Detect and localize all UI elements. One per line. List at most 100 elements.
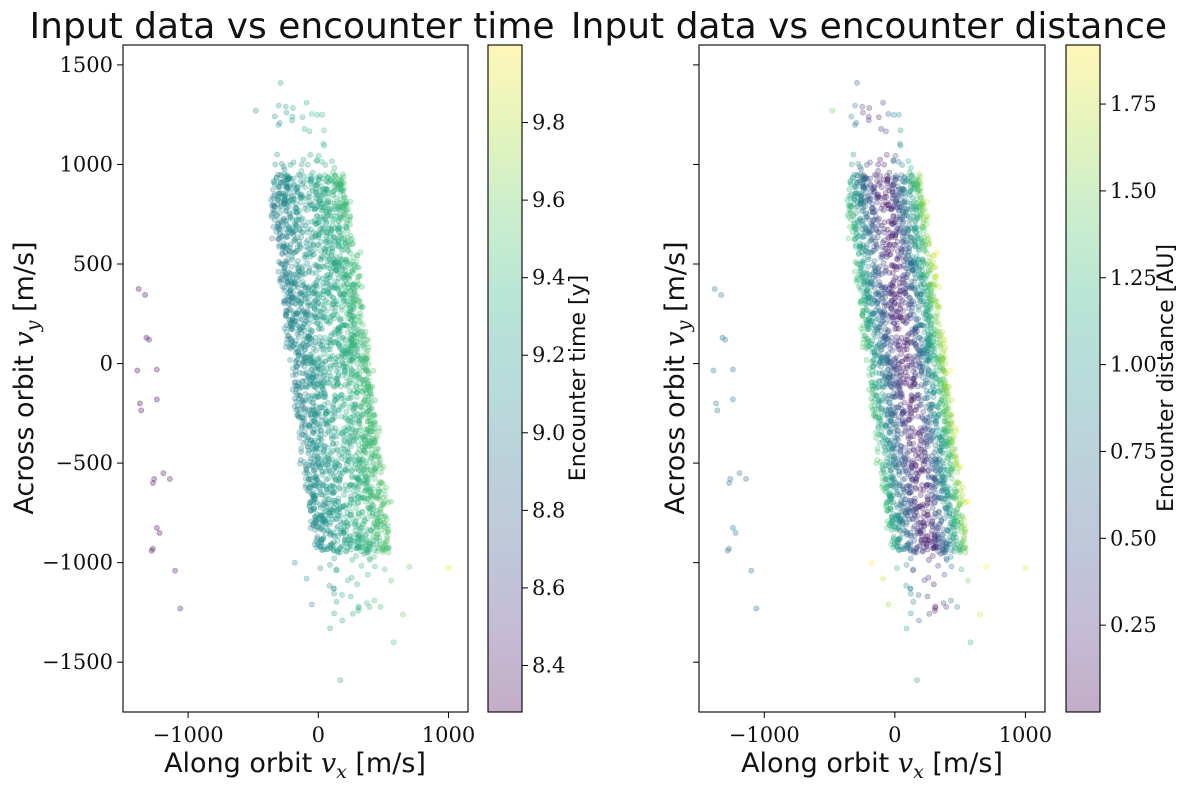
scatter-point (906, 207, 911, 212)
chart-title: Input data vs encounter distance (571, 6, 1167, 47)
scatter-point (926, 515, 931, 520)
scatter-point (903, 300, 908, 305)
scatter-point (862, 333, 867, 338)
scatter-point (349, 395, 354, 400)
scatter-point (282, 172, 287, 177)
scatter-point (334, 516, 339, 521)
scatter-point (299, 424, 304, 429)
scatter-point (339, 316, 344, 321)
scatter-point (934, 526, 939, 531)
scatter-point (348, 444, 353, 449)
scatter-point (354, 476, 359, 481)
outlier-point (150, 480, 155, 485)
scatter-point (912, 279, 917, 284)
scatter-point (931, 546, 936, 551)
scatter-point (851, 152, 856, 157)
scatter-point (315, 457, 320, 462)
outlier-point (137, 401, 142, 406)
scatter-point (866, 264, 871, 269)
scatter-point (358, 427, 363, 432)
scatter-point (894, 566, 899, 571)
scatter-point (940, 388, 945, 393)
scatter-point (308, 152, 313, 157)
scatter-point (314, 183, 319, 188)
scatter-point (926, 557, 931, 562)
scatter-point (282, 201, 287, 206)
scatter-point (952, 531, 957, 536)
scatter-point (876, 424, 881, 429)
scatter-point (921, 432, 926, 437)
scatter-point (370, 514, 375, 519)
scatter-point (319, 540, 324, 545)
scatter-point (270, 208, 275, 213)
scatter-point (324, 308, 329, 313)
scatter-point (311, 489, 316, 494)
scatter-point (294, 282, 299, 287)
scatter-point (313, 262, 318, 267)
scatter-point (305, 310, 310, 315)
scatter-point (904, 522, 909, 527)
scatter-point (321, 443, 326, 448)
scatter-point (908, 591, 913, 596)
scatter-point (349, 433, 354, 438)
scatter-point (276, 103, 281, 108)
scatter-point (331, 363, 336, 368)
scatter-point (911, 312, 916, 317)
scatter-point (328, 530, 333, 535)
scatter-point (351, 420, 356, 425)
x-axis-label: Along orbit vx [m/s] (164, 748, 426, 783)
scatter-point (356, 343, 361, 348)
scatter-point (346, 418, 351, 423)
scatter-point (368, 467, 373, 472)
scatter-point (897, 255, 902, 260)
scatter-point (883, 129, 888, 134)
colorbar-tick-label: 8.8 (532, 498, 565, 522)
scatter-point (889, 314, 894, 319)
scatter-point (930, 553, 935, 558)
scatter-point (885, 177, 890, 182)
scatter-point (351, 350, 356, 355)
scatter-point (882, 444, 887, 449)
scatter-point (293, 301, 298, 306)
scatter-point (308, 382, 313, 387)
scatter-point (364, 350, 369, 355)
scatter-point (332, 591, 337, 596)
scatter-point (314, 213, 319, 218)
scatter-point (347, 272, 352, 277)
scatter-point (924, 199, 929, 204)
scatter-point (332, 234, 337, 239)
scatter-point (889, 262, 894, 267)
scatter-point (275, 172, 280, 177)
scatter-point (287, 212, 292, 217)
scatter-point (928, 457, 933, 462)
scatter-point (350, 515, 355, 520)
scatter-point (311, 507, 316, 512)
scatter-point (957, 481, 962, 486)
y-tick-label: −500 (55, 451, 113, 475)
scatter-point (337, 235, 342, 240)
scatter-point (879, 271, 884, 276)
scatter-point (389, 499, 394, 504)
scatter-point (897, 503, 902, 508)
scatter-point (391, 640, 396, 645)
scatter-point (366, 394, 371, 399)
scatter-point (928, 420, 933, 425)
scatter-point (355, 253, 360, 258)
scatter-point (924, 537, 929, 542)
scatter-point (306, 477, 311, 482)
scatter-point (298, 316, 303, 321)
scatter-point (338, 678, 343, 683)
scatter-point (335, 279, 340, 284)
scatter-point (949, 564, 954, 569)
scatter-point (909, 234, 914, 239)
scatter-point (389, 578, 394, 583)
scatter-point (377, 494, 382, 499)
scatter-point (335, 302, 340, 307)
scatter-point (330, 483, 335, 488)
scatter-point (886, 219, 891, 224)
scatter-point (331, 498, 336, 503)
scatter-point (334, 599, 339, 604)
scatter-point (350, 241, 355, 246)
scatter-point (908, 539, 913, 544)
outlier-point (178, 606, 183, 611)
